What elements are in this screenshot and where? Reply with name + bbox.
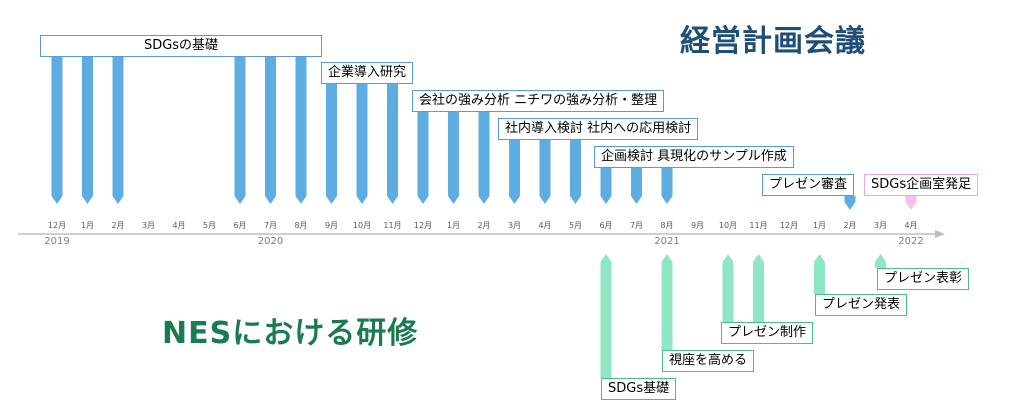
- meeting-arrow: [661, 168, 673, 204]
- meeting-box-internal-adoption: 社内導入検討 社内への応用検討: [498, 118, 699, 140]
- meeting-arrow: [387, 84, 398, 204]
- meeting-arrow: [51, 56, 63, 204]
- month-label: 5月: [202, 221, 217, 230]
- meeting-box-planning: 企画検討 具現化のサンプル作成: [594, 146, 794, 168]
- meeting-box-sdgs-basics: SDGsの基礎: [40, 35, 322, 57]
- year-label: 2021: [654, 236, 680, 247]
- month-label: 2月: [843, 221, 857, 230]
- training-arrow: [814, 254, 825, 294]
- month-label: 1月: [812, 221, 827, 230]
- meeting-arrow: [448, 112, 459, 204]
- year-label: 2022: [898, 236, 924, 247]
- meeting-arrow: [570, 140, 581, 204]
- meeting-box-strength-analysis: 会社の強み分析 ニチワの強み分析・整理: [412, 90, 665, 112]
- training-box-presentation-award: プレゼン表彰: [877, 268, 970, 290]
- month-label: 8月: [294, 221, 308, 230]
- title-management-meeting: 経営計画会議: [680, 24, 866, 59]
- month-label: 12月: [779, 221, 799, 230]
- month-label: 1月: [446, 221, 461, 230]
- month-label: 4月: [904, 221, 918, 230]
- meeting-arrow: [295, 56, 307, 204]
- meeting-arrow: [844, 196, 856, 210]
- month-label: 1月: [80, 221, 95, 230]
- year-label: 2019: [44, 236, 70, 247]
- month-label: 10月: [352, 221, 372, 230]
- meeting-arrow: [478, 112, 490, 204]
- month-label: 12月: [47, 221, 67, 230]
- meeting-arrow: [356, 84, 368, 204]
- month-label: 5月: [568, 221, 583, 230]
- meeting-arrow: [112, 56, 124, 204]
- month-label: 4月: [538, 221, 552, 230]
- month-label: 12月: [413, 221, 433, 230]
- meeting-arrow: [82, 56, 93, 204]
- training-box-sdgs-basics: SDGs基礎: [601, 378, 677, 400]
- launch-arrow: [905, 196, 917, 210]
- meeting-arrow: [326, 84, 337, 204]
- month-label: 6月: [233, 221, 247, 230]
- meeting-box-corporate-research: 企業導入研究: [321, 62, 414, 84]
- meeting-box-presentation-review: プレゼン審査: [762, 174, 855, 196]
- month-label: 3月: [873, 221, 888, 230]
- meeting-arrow: [234, 56, 246, 204]
- month-label: 7月: [629, 221, 644, 230]
- meeting-arrow: [417, 112, 429, 204]
- training-arrow: [753, 254, 764, 322]
- month-label: 9月: [690, 221, 705, 230]
- month-label: 11月: [749, 221, 768, 230]
- month-label: 11月: [383, 221, 402, 230]
- month-label: 3月: [507, 221, 522, 230]
- training-arrow: [600, 254, 612, 378]
- meeting-arrow: [265, 56, 276, 204]
- month-label: 3月: [141, 221, 156, 230]
- meeting-arrow: [509, 140, 520, 204]
- month-label: 6月: [599, 221, 613, 230]
- month-label: 2月: [477, 221, 491, 230]
- month-label: 7月: [263, 221, 278, 230]
- training-arrow: [722, 254, 734, 322]
- month-label: 8月: [660, 221, 674, 230]
- month-label: 2月: [111, 221, 125, 230]
- meeting-arrow: [539, 140, 551, 204]
- training-arrow: [875, 254, 886, 268]
- training-box-presentation-making: プレゼン制作: [721, 322, 814, 344]
- title-nes-training: NESにおける研修: [162, 316, 419, 351]
- timeline-axis-arrowhead: [935, 230, 945, 238]
- meeting-box-sdgs-office-launch: SDGs企画室発足: [864, 174, 979, 196]
- training-arrow: [661, 254, 673, 350]
- meeting-arrow: [600, 168, 612, 204]
- training-box-raise-perspective: 視座を高める: [662, 350, 755, 372]
- month-label: 4月: [172, 221, 186, 230]
- month-label: 10月: [718, 221, 738, 230]
- meeting-arrow: [631, 168, 642, 204]
- training-box-presentation-delivery: プレゼン発表: [815, 294, 908, 316]
- month-label: 9月: [324, 221, 339, 230]
- year-label: 2020: [257, 236, 284, 247]
